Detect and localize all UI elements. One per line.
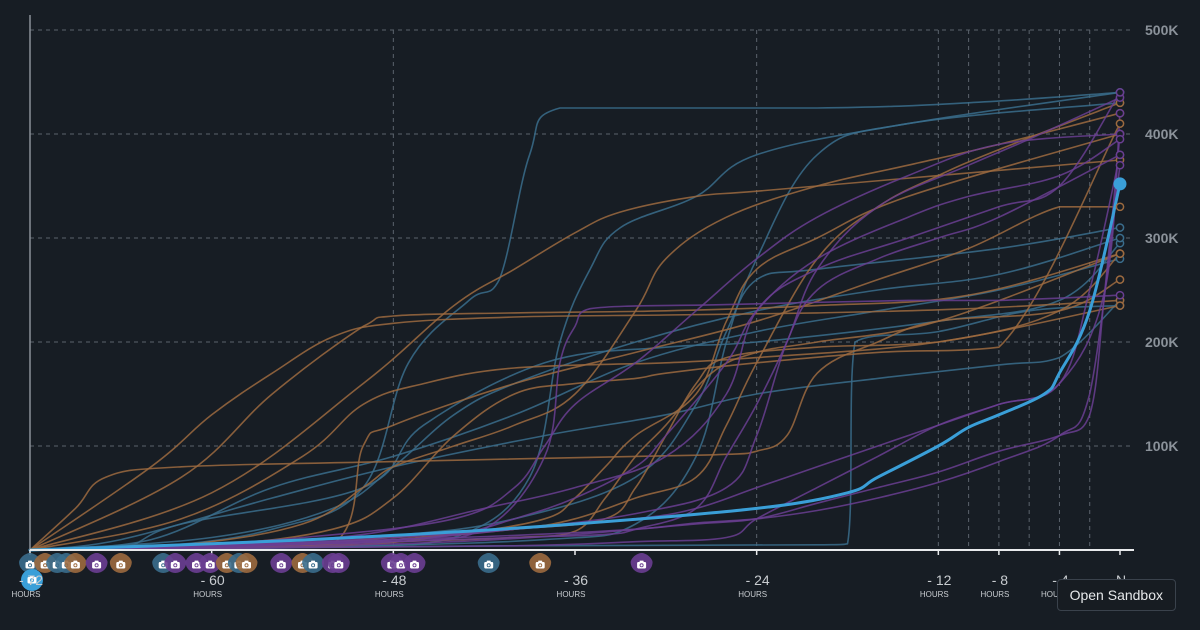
series-line-10[interactable] (29, 299, 1121, 551)
series-line-26[interactable] (29, 154, 1121, 551)
y-tick-label: 500K (1145, 22, 1178, 38)
camera-marker[interactable] (529, 553, 552, 573)
camera-marker[interactable] (199, 553, 222, 573)
x-tick-unit: HOURS (193, 590, 222, 599)
camera-marker[interactable] (235, 553, 258, 573)
series-endpoint[interactable] (1115, 160, 1125, 170)
series-line-9[interactable] (29, 299, 1121, 551)
series-line-31[interactable] (29, 164, 1121, 551)
x-tick-unit: HOURS (12, 590, 41, 599)
series-line-11[interactable] (29, 159, 1121, 551)
camera-marker[interactable] (85, 553, 108, 573)
series-endpoint[interactable] (1115, 249, 1125, 258)
series-line-24[interactable] (29, 154, 1121, 551)
axes (29, 15, 1134, 555)
series-endpoint[interactable] (1115, 290, 1125, 300)
series-endpoint[interactable] (1115, 233, 1125, 243)
series-line-20[interactable] (29, 112, 1121, 551)
camera-marker-selected[interactable] (21, 569, 43, 591)
series-endpoint[interactable] (1115, 119, 1125, 128)
x-tick-label: - 8 (992, 572, 1009, 588)
open-sandbox-button[interactable]: Open Sandbox (1056, 579, 1176, 611)
series-line-3[interactable] (29, 91, 1121, 551)
camera-marker[interactable] (302, 553, 325, 573)
x-tick-label: - 72 (19, 572, 43, 588)
camera-marker[interactable] (630, 553, 653, 573)
x-tick-label: - 60 (201, 572, 225, 588)
series-endpoint[interactable] (1115, 275, 1125, 284)
camera-marker[interactable] (109, 553, 132, 573)
series-endpoint[interactable] (1115, 134, 1125, 144)
y-tick-label: 200K (1145, 334, 1178, 350)
y-tick-label: 400K (1145, 126, 1178, 142)
series-endpoints (1113, 88, 1127, 310)
x-tick-label: - 48 (382, 572, 406, 588)
camera-marker[interactable] (270, 553, 293, 573)
camera-marker[interactable] (327, 553, 350, 573)
x-tick-unit: HOURS (920, 590, 949, 599)
series-line-25[interactable] (29, 96, 1121, 551)
event-markers (19, 553, 653, 591)
series-line-22[interactable] (29, 294, 1121, 551)
series-endpoint[interactable] (1115, 88, 1125, 97)
camera-marker[interactable] (403, 553, 426, 573)
series-line-23[interactable] (29, 133, 1121, 551)
x-tick-unit: HOURS (738, 590, 767, 599)
camera-marker[interactable] (64, 553, 87, 573)
series-endpoint[interactable] (1115, 301, 1125, 310)
series-line-7[interactable] (29, 237, 1121, 551)
series-line-1[interactable] (29, 91, 1121, 551)
series-line-highlight[interactable] (28, 182, 1122, 552)
x-tick-unit: HOURS (980, 590, 1009, 599)
series-endpoint[interactable] (1115, 202, 1125, 212)
y-tick-label: 100K (1145, 438, 1178, 454)
series-group (28, 91, 1122, 552)
camera-marker[interactable] (477, 553, 500, 573)
series-line-6[interactable] (29, 242, 1121, 551)
camera-marker[interactable] (164, 553, 187, 573)
x-tick-unit: HOURS (375, 590, 404, 599)
grid (30, 29, 1132, 550)
series-endpoint-highlight[interactable] (1113, 177, 1127, 191)
series-endpoint[interactable] (1115, 223, 1125, 232)
series-line-19[interactable] (29, 122, 1121, 551)
series-line-28[interactable] (29, 133, 1121, 551)
series-endpoint[interactable] (1115, 150, 1125, 160)
series-line-27[interactable] (29, 112, 1121, 551)
x-tick-label: - 36 (564, 572, 588, 588)
x-tick-unit: HOURS (557, 590, 586, 599)
series-line-17[interactable] (29, 252, 1121, 551)
x-tick-unit: HOURS (1041, 590, 1070, 599)
x-tick-label: - 12 (927, 572, 951, 588)
series-line-30[interactable] (29, 138, 1121, 551)
x-tick-label: - 24 (746, 572, 770, 588)
series-line-12[interactable] (29, 278, 1121, 551)
y-tick-label: 300K (1145, 230, 1178, 246)
series-line-29[interactable] (29, 91, 1121, 551)
camera-marker[interactable] (19, 553, 41, 573)
series-endpoint[interactable] (1115, 108, 1125, 118)
